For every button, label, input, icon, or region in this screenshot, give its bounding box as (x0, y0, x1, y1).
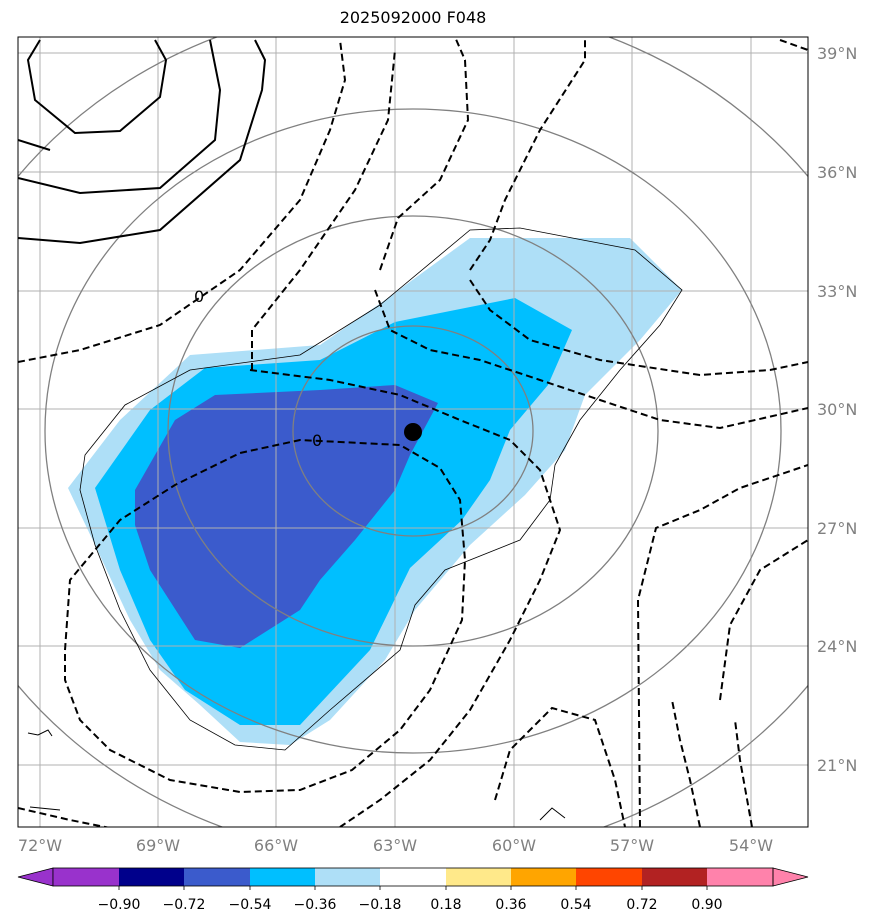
colorbar-tick-label: −0.72 (163, 897, 206, 913)
lat-label: 39°N (817, 44, 857, 63)
dashed-contours (18, 37, 808, 827)
lon-label: 54°W (729, 836, 773, 855)
map-area (18, 37, 808, 827)
colorbar-tick-label: 0.90 (691, 897, 722, 913)
colorbar-tick-label: −0.54 (229, 897, 272, 913)
colorbar-tick-label: −0.90 (98, 897, 141, 913)
contour-label-center: 0 (312, 431, 322, 450)
lon-label: 72°W (18, 836, 62, 855)
colorbar-swatch (119, 868, 184, 886)
lat-label: 27°N (817, 519, 857, 538)
colorbar-tick-label: 0.72 (626, 897, 657, 913)
coastline-fragment (27, 729, 566, 821)
lat-label: 36°N (817, 163, 857, 182)
lat-labels: 39°N 36°N 33°N 30°N 27°N 24°N 21°N (817, 44, 857, 775)
lat-label: 21°N (817, 756, 857, 775)
colorbar-extend-low (17, 867, 54, 887)
colorbar-swatch (250, 868, 315, 886)
colorbar-tick-label: 0.36 (495, 897, 526, 913)
colorbar-swatch (184, 868, 250, 886)
lat-label: 30°N (817, 400, 857, 419)
lon-label: 69°W (136, 836, 180, 855)
map-frame (17, 36, 809, 828)
contour-label-upper: 0 (194, 287, 204, 306)
lon-label: 57°W (610, 836, 654, 855)
colorbar-extend-high (772, 867, 809, 887)
lon-labels: 72°W 69°W 66°W 63°W 60°W 57°W 54°W (18, 836, 773, 855)
colorbar-frame (52, 867, 774, 887)
storm-center-dot (404, 423, 422, 441)
lat-label: 33°N (817, 282, 857, 301)
colorbar-swatch (576, 868, 642, 886)
colorbar-swatch (53, 868, 119, 886)
solid-contours (18, 39, 267, 245)
colorbar-swatch (642, 868, 707, 886)
colorbar-tick-label: 0.18 (430, 897, 461, 913)
colorbar-swatch (511, 868, 576, 886)
colorbar-swatch (380, 868, 446, 886)
colorbar-swatch (315, 868, 380, 886)
colorbar-tick-label: −0.18 (359, 897, 402, 913)
colorbar: −0.90 −0.72 −0.54 −0.36 −0.18 0.18 0.36 … (17, 867, 809, 913)
colorbar-swatch (707, 868, 773, 886)
range-rings (18, 37, 808, 827)
lat-label: 24°N (817, 637, 857, 656)
lon-label: 66°W (254, 836, 298, 855)
colorbar-tick-label: −0.36 (294, 897, 337, 913)
lon-label: 60°W (492, 836, 536, 855)
lon-label: 63°W (373, 836, 417, 855)
colorbar-swatch (446, 868, 511, 886)
map-title: 2025092000 F048 (339, 8, 487, 27)
shade-dark-region (135, 385, 438, 648)
colorbar-tick-label: 0.54 (560, 897, 591, 913)
